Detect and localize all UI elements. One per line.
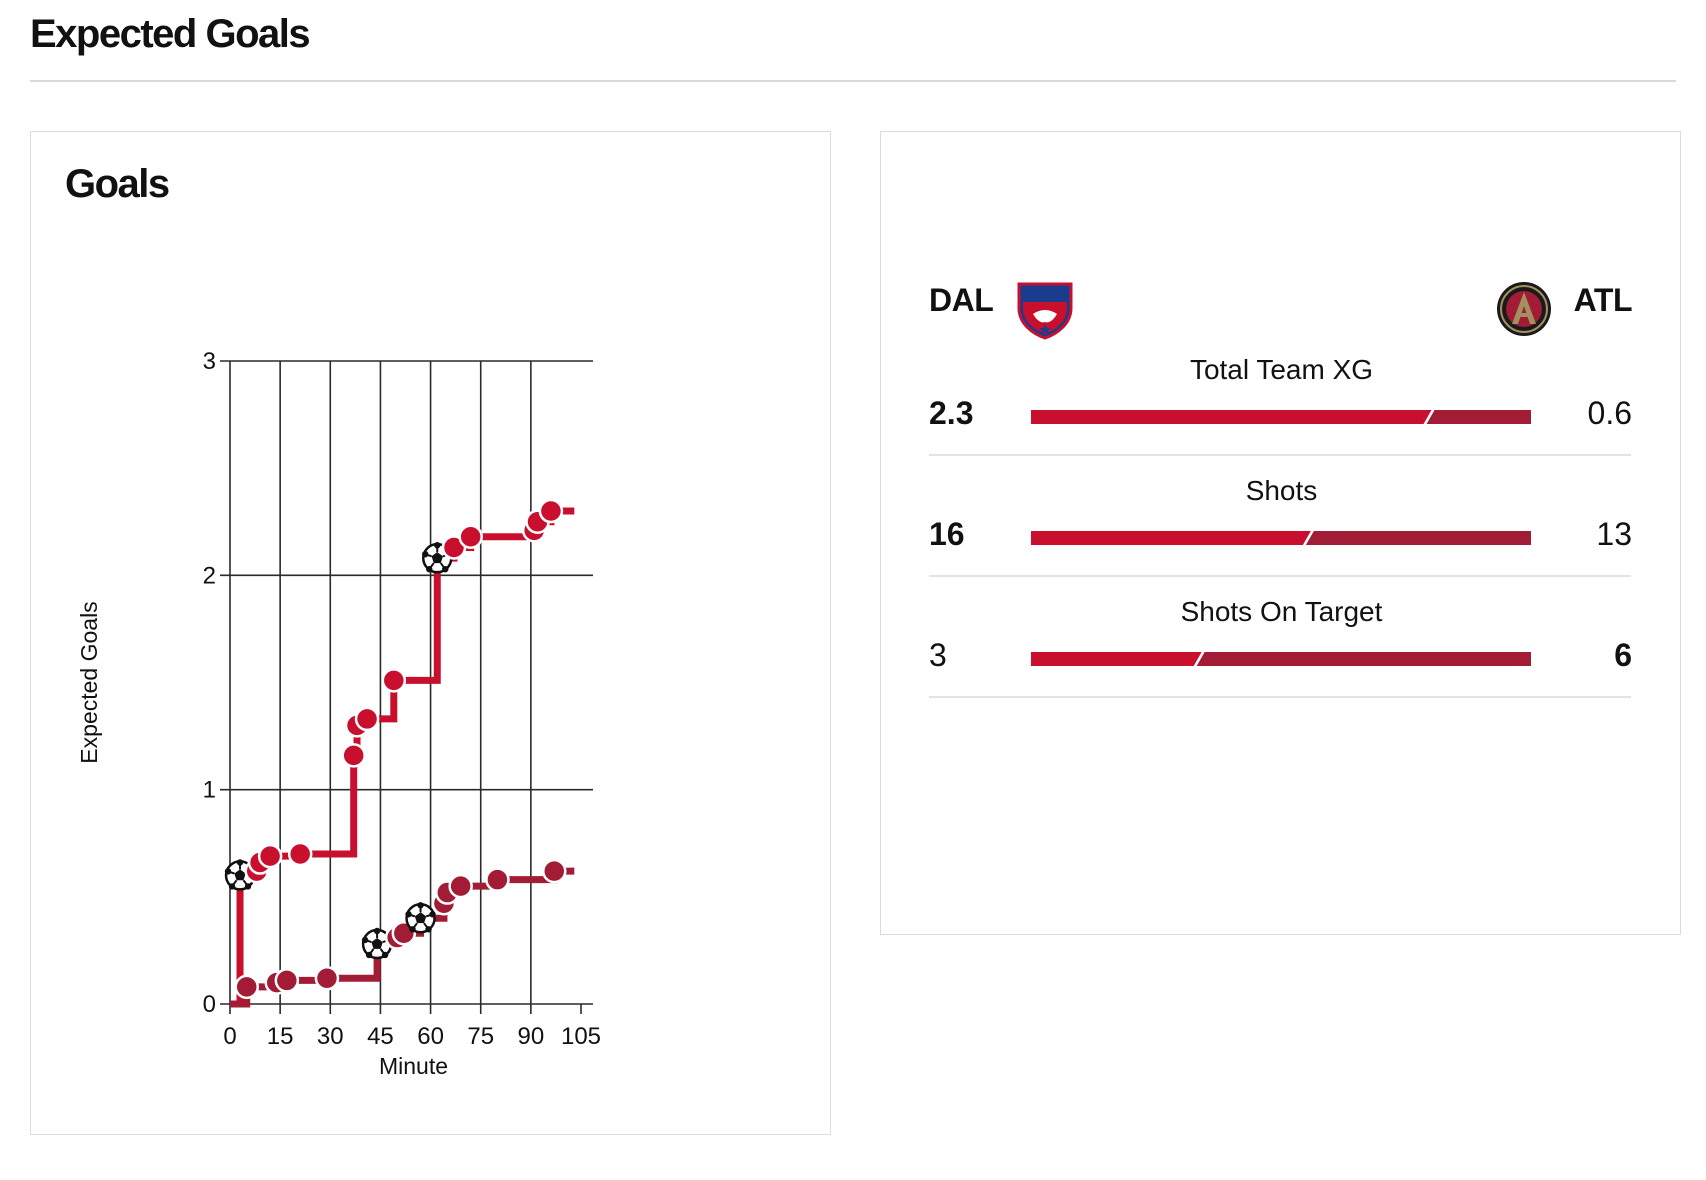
stat-home-value: 16 xyxy=(929,516,965,552)
shot-point-atl xyxy=(448,873,473,899)
stat-bar-home-segment xyxy=(1031,531,1311,545)
team-stats-card: DAL ATL Total Team XG 2.3 0.6 Shots 16 13 Shot… xyxy=(880,131,1681,935)
shot-point-dal xyxy=(257,843,283,869)
stat-away-value: 6 xyxy=(1614,637,1632,673)
stat-home-value: 3 xyxy=(929,637,947,673)
shot-point-atl xyxy=(234,974,259,1000)
shot-point-dal xyxy=(341,743,366,768)
stat-bar-away-segment xyxy=(1196,652,1531,666)
stat-bar-home-segment xyxy=(1031,652,1202,666)
atlanta-united-crest-icon xyxy=(1497,282,1551,336)
y-tick-label: 2 xyxy=(203,562,216,589)
shot-point-atl xyxy=(274,968,300,993)
x-tick-label: 15 xyxy=(267,1023,294,1050)
goals-chart-title: Goals xyxy=(65,162,170,206)
home-team-abbr: DAL xyxy=(929,282,994,318)
shot-point-atl xyxy=(542,858,567,884)
goal-ball-icon xyxy=(405,902,436,934)
stat-comparison-bar xyxy=(1031,410,1531,424)
stat-away-value: 0.6 xyxy=(1587,395,1632,431)
x-tick-label: 105 xyxy=(561,1023,601,1050)
stat-label: Total Team XG xyxy=(1189,354,1374,385)
away-team-abbr: ATL xyxy=(1573,282,1633,318)
shot-point-atl xyxy=(485,867,510,892)
y-axis-label: Expected Goals xyxy=(76,601,102,763)
stat-comparison-bar xyxy=(1031,531,1531,545)
stat-divider xyxy=(929,696,1631,698)
shot-point-dal xyxy=(287,841,313,867)
x-axis-label: Minute xyxy=(379,1053,448,1079)
x-tick-label: 45 xyxy=(367,1023,394,1050)
stat-bar-away-segment xyxy=(1426,410,1531,424)
stat-away-value: 13 xyxy=(1596,516,1632,552)
x-tick-label: 90 xyxy=(518,1023,545,1050)
stat-label: Shots xyxy=(1245,475,1318,506)
stat-home-value: 2.3 xyxy=(929,395,974,431)
y-tick-label: 3 xyxy=(203,348,216,375)
shot-point-dal xyxy=(538,498,564,524)
title-divider xyxy=(30,80,1676,82)
goals-chart-card: Goals 0 15 30 45 60 75 90 105 0 1 2 3 Minute Expected… xyxy=(30,131,831,1135)
y-tick-label: 0 xyxy=(203,991,216,1018)
x-tick-label: 60 xyxy=(417,1023,444,1050)
stat-label: Shots On Target xyxy=(1180,596,1383,627)
x-tick-label: 75 xyxy=(467,1023,494,1050)
stat-comparison-bar xyxy=(1031,652,1531,666)
x-tick-label: 30 xyxy=(317,1023,344,1050)
shot-point-dal xyxy=(458,524,483,550)
shot-point-dal xyxy=(354,706,380,732)
x-tick-label: 0 xyxy=(223,1023,236,1050)
goal-ball-icon xyxy=(361,927,393,960)
shot-point-dal xyxy=(381,668,407,693)
stat-divider xyxy=(929,575,1631,577)
expected-goals-chart: 0 15 30 45 60 75 90 105 0 1 2 3 Minute Expected Goals xyxy=(76,348,601,1079)
fc-dallas-crest-icon xyxy=(1017,282,1073,340)
page-title: Expected Goals xyxy=(30,12,311,56)
shot-point-atl xyxy=(314,966,340,991)
stat-bar-home-segment xyxy=(1031,410,1432,424)
stat-bar-away-segment xyxy=(1305,531,1531,545)
y-tick-label: 1 xyxy=(203,777,216,804)
stat-divider xyxy=(929,454,1631,456)
